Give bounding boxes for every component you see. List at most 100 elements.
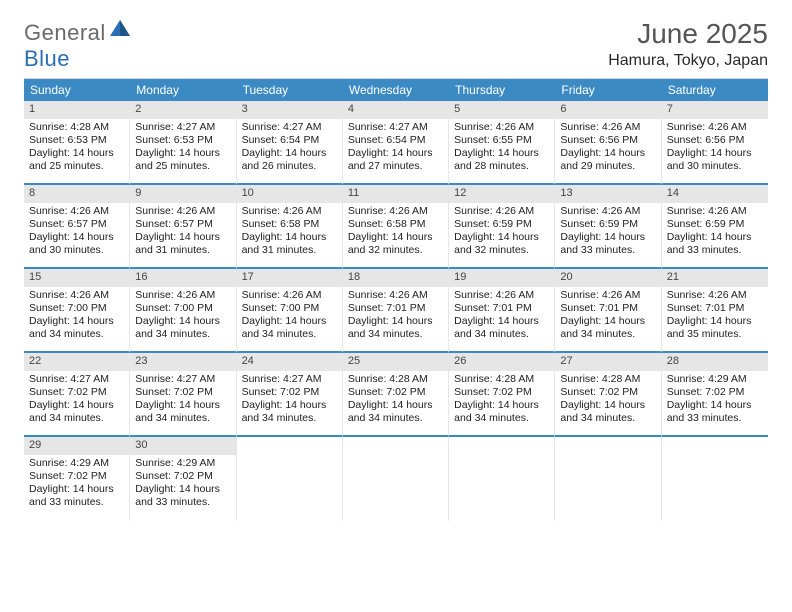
daylight-line: Daylight: 14 hours and 34 minutes. [454, 399, 549, 425]
sunset-line: Sunset: 6:56 PM [560, 134, 655, 147]
day-number: 10 [237, 185, 342, 203]
sunset-line: Sunset: 7:02 PM [29, 470, 124, 483]
sunset-line: Sunset: 7:01 PM [348, 302, 443, 315]
calendar-cell: 27Sunrise: 4:28 AMSunset: 7:02 PMDayligh… [555, 353, 661, 437]
page-header: General Blue June 2025 Hamura, Tokyo, Ja… [24, 18, 768, 72]
calendar-cell: 16Sunrise: 4:26 AMSunset: 7:00 PMDayligh… [130, 269, 236, 353]
sunset-line: Sunset: 6:54 PM [242, 134, 337, 147]
sunset-line: Sunset: 7:00 PM [29, 302, 124, 315]
day-body: Sunrise: 4:26 AMSunset: 6:56 PMDaylight:… [555, 119, 660, 178]
day-body: Sunrise: 4:26 AMSunset: 7:01 PMDaylight:… [449, 287, 554, 346]
day-body: Sunrise: 4:26 AMSunset: 7:00 PMDaylight:… [24, 287, 129, 346]
sunrise-line: Sunrise: 4:26 AM [454, 205, 549, 218]
sunrise-line: Sunrise: 4:29 AM [29, 457, 124, 470]
logo-text: General Blue [24, 18, 132, 72]
sunset-line: Sunset: 7:01 PM [667, 302, 763, 315]
weekday-header: Friday [555, 79, 661, 101]
sunrise-line: Sunrise: 4:28 AM [560, 373, 655, 386]
daylight-line: Daylight: 14 hours and 33 minutes. [667, 399, 763, 425]
calendar-grid: SundayMondayTuesdayWednesdayThursdayFrid… [24, 78, 768, 521]
calendar-cell [343, 437, 449, 521]
daylight-line: Daylight: 14 hours and 34 minutes. [560, 399, 655, 425]
sunrise-line: Sunrise: 4:28 AM [454, 373, 549, 386]
daylight-line: Daylight: 14 hours and 32 minutes. [348, 231, 443, 257]
weekday-header: Tuesday [237, 79, 343, 101]
daylight-line: Daylight: 14 hours and 34 minutes. [135, 399, 230, 425]
calendar-cell: 6Sunrise: 4:26 AMSunset: 6:56 PMDaylight… [555, 101, 661, 185]
weekday-header: Thursday [449, 79, 555, 101]
daylight-line: Daylight: 14 hours and 25 minutes. [135, 147, 230, 173]
day-number: 5 [449, 101, 554, 119]
day-body: Sunrise: 4:26 AMSunset: 6:58 PMDaylight:… [237, 203, 342, 262]
sunrise-line: Sunrise: 4:27 AM [135, 121, 230, 134]
day-number: 3 [237, 101, 342, 119]
sunset-line: Sunset: 7:02 PM [135, 470, 230, 483]
calendar-cell: 15Sunrise: 4:26 AMSunset: 7:00 PMDayligh… [24, 269, 130, 353]
daylight-line: Daylight: 14 hours and 30 minutes. [29, 231, 124, 257]
calendar-cell [662, 437, 768, 521]
day-body: Sunrise: 4:26 AMSunset: 7:01 PMDaylight:… [555, 287, 660, 346]
daylight-line: Daylight: 14 hours and 34 minutes. [348, 399, 443, 425]
sunset-line: Sunset: 7:02 PM [242, 386, 337, 399]
day-body: Sunrise: 4:27 AMSunset: 6:54 PMDaylight:… [237, 119, 342, 178]
daylight-line: Daylight: 14 hours and 34 minutes. [29, 399, 124, 425]
daylight-line: Daylight: 14 hours and 34 minutes. [242, 399, 337, 425]
day-number: 13 [555, 185, 660, 203]
daylight-line: Daylight: 14 hours and 32 minutes. [454, 231, 549, 257]
sunset-line: Sunset: 6:53 PM [29, 134, 124, 147]
day-number: 24 [237, 353, 342, 371]
day-body: Sunrise: 4:27 AMSunset: 6:54 PMDaylight:… [343, 119, 448, 178]
calendar-cell: 11Sunrise: 4:26 AMSunset: 6:58 PMDayligh… [343, 185, 449, 269]
sunrise-line: Sunrise: 4:26 AM [29, 289, 124, 302]
sunrise-line: Sunrise: 4:28 AM [348, 373, 443, 386]
sunset-line: Sunset: 6:55 PM [454, 134, 549, 147]
day-number: 7 [662, 101, 768, 119]
daylight-line: Daylight: 14 hours and 35 minutes. [667, 315, 763, 341]
sunrise-line: Sunrise: 4:26 AM [667, 289, 763, 302]
day-number: 28 [662, 353, 768, 371]
daylight-line: Daylight: 14 hours and 33 minutes. [135, 483, 230, 509]
day-body: Sunrise: 4:26 AMSunset: 7:00 PMDaylight:… [237, 287, 342, 346]
daylight-line: Daylight: 14 hours and 34 minutes. [454, 315, 549, 341]
calendar-cell: 25Sunrise: 4:28 AMSunset: 7:02 PMDayligh… [343, 353, 449, 437]
daylight-line: Daylight: 14 hours and 26 minutes. [242, 147, 337, 173]
calendar-cell: 17Sunrise: 4:26 AMSunset: 7:00 PMDayligh… [237, 269, 343, 353]
sunset-line: Sunset: 6:53 PM [135, 134, 230, 147]
calendar-cell: 20Sunrise: 4:26 AMSunset: 7:01 PMDayligh… [555, 269, 661, 353]
calendar-cell: 12Sunrise: 4:26 AMSunset: 6:59 PMDayligh… [449, 185, 555, 269]
sunrise-line: Sunrise: 4:26 AM [135, 289, 230, 302]
sunset-line: Sunset: 6:58 PM [242, 218, 337, 231]
sunset-line: Sunset: 7:02 PM [29, 386, 124, 399]
sunrise-line: Sunrise: 4:26 AM [29, 205, 124, 218]
sunset-line: Sunset: 6:54 PM [348, 134, 443, 147]
calendar-cell: 4Sunrise: 4:27 AMSunset: 6:54 PMDaylight… [343, 101, 449, 185]
day-body: Sunrise: 4:26 AMSunset: 6:57 PMDaylight:… [130, 203, 235, 262]
day-body: Sunrise: 4:27 AMSunset: 7:02 PMDaylight:… [24, 371, 129, 430]
day-body: Sunrise: 4:28 AMSunset: 7:02 PMDaylight:… [449, 371, 554, 430]
day-body: Sunrise: 4:26 AMSunset: 6:55 PMDaylight:… [449, 119, 554, 178]
sunset-line: Sunset: 7:00 PM [242, 302, 337, 315]
sunrise-line: Sunrise: 4:27 AM [135, 373, 230, 386]
daylight-line: Daylight: 14 hours and 25 minutes. [29, 147, 124, 173]
calendar-cell: 13Sunrise: 4:26 AMSunset: 6:59 PMDayligh… [555, 185, 661, 269]
sunset-line: Sunset: 6:57 PM [29, 218, 124, 231]
day-number: 6 [555, 101, 660, 119]
day-body: Sunrise: 4:26 AMSunset: 6:58 PMDaylight:… [343, 203, 448, 262]
day-body: Sunrise: 4:29 AMSunset: 7:02 PMDaylight:… [24, 455, 129, 514]
sunset-line: Sunset: 6:59 PM [560, 218, 655, 231]
day-number: 16 [130, 269, 235, 287]
sunrise-line: Sunrise: 4:28 AM [29, 121, 124, 134]
day-body: Sunrise: 4:28 AMSunset: 7:02 PMDaylight:… [343, 371, 448, 430]
day-body: Sunrise: 4:28 AMSunset: 6:53 PMDaylight:… [24, 119, 129, 178]
sunrise-line: Sunrise: 4:26 AM [348, 205, 443, 218]
sunset-line: Sunset: 7:02 PM [560, 386, 655, 399]
sunrise-line: Sunrise: 4:29 AM [135, 457, 230, 470]
sunset-line: Sunset: 6:57 PM [135, 218, 230, 231]
sunrise-line: Sunrise: 4:26 AM [454, 289, 549, 302]
calendar-cell: 30Sunrise: 4:29 AMSunset: 7:02 PMDayligh… [130, 437, 236, 521]
day-body: Sunrise: 4:29 AMSunset: 7:02 PMDaylight:… [662, 371, 768, 430]
calendar-cell: 5Sunrise: 4:26 AMSunset: 6:55 PMDaylight… [449, 101, 555, 185]
location-text: Hamura, Tokyo, Japan [608, 52, 768, 70]
day-number: 11 [343, 185, 448, 203]
day-body: Sunrise: 4:29 AMSunset: 7:02 PMDaylight:… [130, 455, 235, 514]
